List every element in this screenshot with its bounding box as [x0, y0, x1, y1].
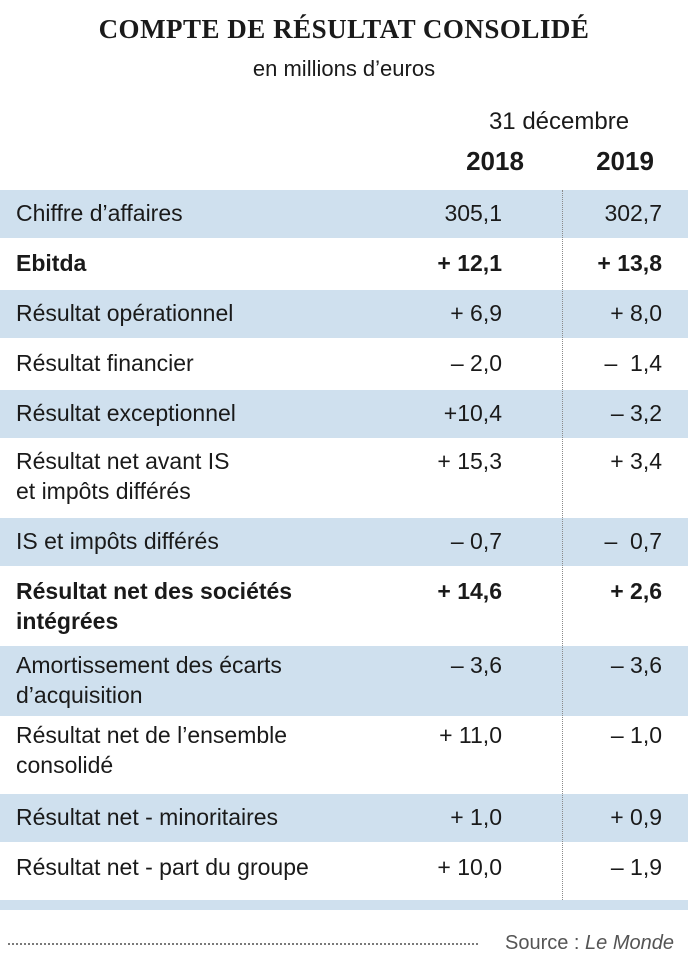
value-2018: + 10,0	[437, 854, 502, 880]
value-2019: + 2,6	[610, 578, 662, 604]
value-2019: + 3,4	[610, 448, 662, 474]
table-row: Ebitda + 12,1 + 13,8	[0, 238, 688, 290]
value-2018: + 14,6	[437, 578, 502, 604]
row-label: Résultat opérationnel	[16, 300, 234, 326]
row-label: Résultat net - minoritaires	[16, 804, 279, 830]
value-2019: + 8,0	[610, 300, 662, 326]
table-row: Résultat net - minoritaires + 1,0 + 0,9	[0, 794, 688, 842]
value-2018: +10,4	[443, 400, 502, 426]
source-credit: Source : Le Monde	[505, 932, 674, 955]
row-label: Résultat net avant IS et impôts différés	[16, 448, 230, 504]
year-2018-header: 2018	[466, 146, 524, 176]
row-label: Chiffre d’affaires	[16, 200, 183, 226]
year-2019-header: 2019	[596, 146, 654, 176]
page-title: COMPTE DE RÉSULTAT CONSOLIDÉ	[98, 14, 590, 44]
table-row: Amortissement des écarts d’acquisition – …	[0, 646, 688, 716]
value-2018: + 11,0	[439, 722, 502, 748]
unit-subtitle: en millions d’euros	[252, 56, 436, 81]
row-label: Ebitda	[16, 250, 87, 276]
row-label: Résultat financier	[16, 350, 194, 376]
value-2018: – 2,0	[450, 350, 502, 376]
table-row: Résultat net avant IS et impôts différés…	[0, 438, 688, 518]
row-label: Amortissement des écarts d’acquisition	[16, 652, 282, 708]
value-2018: 305,1	[444, 200, 502, 226]
table-row: Chiffre d’affaires 305,1 302,7	[0, 190, 688, 238]
row-label: Résultat net de l’ensemble consolidé	[16, 722, 288, 778]
footer-dotted-rule	[8, 943, 478, 945]
value-2019: – 1,9	[610, 854, 662, 880]
source-name: Le Monde	[585, 932, 674, 954]
value-2018: + 15,3	[437, 448, 502, 474]
date-header: 31 décembre	[488, 108, 630, 135]
row-label: Résultat net - part du groupe	[16, 854, 309, 880]
value-2019: – 1,4	[604, 350, 662, 376]
table-row: Résultat exceptionnel +10,4 – 3,2	[0, 390, 688, 438]
table-row: Résultat net de l’ensemble consolidé + 11…	[0, 716, 688, 794]
table-row: IS et impôts différés – 0,7 – 0,7	[0, 518, 688, 566]
source-prefix: Source :	[504, 932, 586, 954]
value-2018: + 1,0	[450, 804, 502, 830]
value-2018: – 0,7	[450, 528, 502, 554]
table-row: Résultat opérationnel + 6,9 + 8,0	[0, 290, 688, 338]
value-2018: + 12,1	[437, 250, 502, 276]
value-2018: + 6,9	[450, 300, 502, 326]
table-row: Résultat financier – 2,0 – 1,4	[0, 338, 688, 390]
value-2019: – 3,2	[610, 400, 662, 426]
table-bottom-bar	[0, 900, 688, 910]
column-divider	[562, 190, 563, 910]
value-2019: + 0,9	[610, 804, 662, 830]
income-statement-table: Chiffre d’affaires 305,1 302,7 Ebitda + 12,1…	[0, 190, 688, 902]
value-2019: – 0,7	[604, 528, 662, 554]
value-2019: – 1,0	[610, 722, 662, 748]
value-2018: – 3,6	[450, 652, 502, 678]
value-2019: – 3,6	[610, 652, 662, 678]
row-label: Résultat net des sociétés intégrées	[16, 578, 293, 634]
table-row: Résultat net des sociétés intégrées + 14,…	[0, 566, 688, 646]
value-2019: 302,7	[604, 200, 662, 226]
table-row: Résultat net - part du groupe + 10,0 – 1,9	[0, 842, 688, 902]
row-label: Résultat exceptionnel	[16, 400, 236, 426]
value-2019: + 13,8	[597, 250, 662, 276]
row-label: IS et impôts différés	[16, 528, 219, 554]
